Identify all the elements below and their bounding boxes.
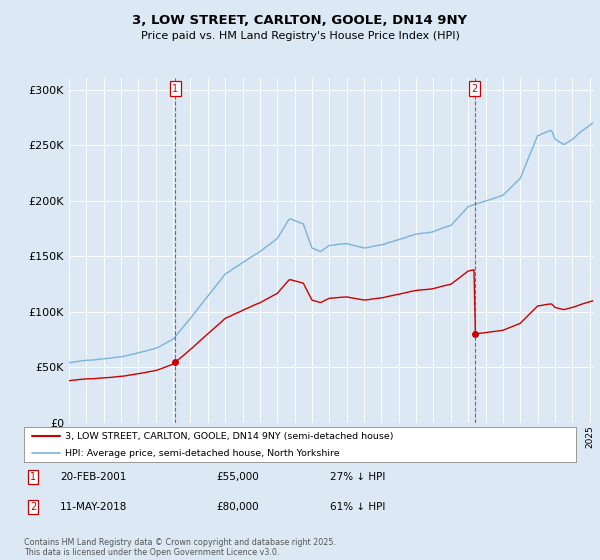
- Text: 61% ↓ HPI: 61% ↓ HPI: [330, 502, 385, 512]
- Text: Price paid vs. HM Land Registry's House Price Index (HPI): Price paid vs. HM Land Registry's House …: [140, 31, 460, 41]
- Text: 2: 2: [472, 83, 478, 94]
- Text: HPI: Average price, semi-detached house, North Yorkshire: HPI: Average price, semi-detached house,…: [65, 449, 340, 458]
- Text: 20-FEB-2001: 20-FEB-2001: [60, 472, 127, 482]
- Text: 11-MAY-2018: 11-MAY-2018: [60, 502, 127, 512]
- Text: £55,000: £55,000: [216, 472, 259, 482]
- Text: Contains HM Land Registry data © Crown copyright and database right 2025.
This d: Contains HM Land Registry data © Crown c…: [24, 538, 336, 557]
- Text: 1: 1: [172, 83, 178, 94]
- Text: 27% ↓ HPI: 27% ↓ HPI: [330, 472, 385, 482]
- Text: 3, LOW STREET, CARLTON, GOOLE, DN14 9NY: 3, LOW STREET, CARLTON, GOOLE, DN14 9NY: [133, 14, 467, 27]
- Text: £80,000: £80,000: [216, 502, 259, 512]
- Text: 3, LOW STREET, CARLTON, GOOLE, DN14 9NY (semi-detached house): 3, LOW STREET, CARLTON, GOOLE, DN14 9NY …: [65, 432, 394, 441]
- Text: 2: 2: [30, 502, 36, 512]
- Text: 1: 1: [30, 472, 36, 482]
